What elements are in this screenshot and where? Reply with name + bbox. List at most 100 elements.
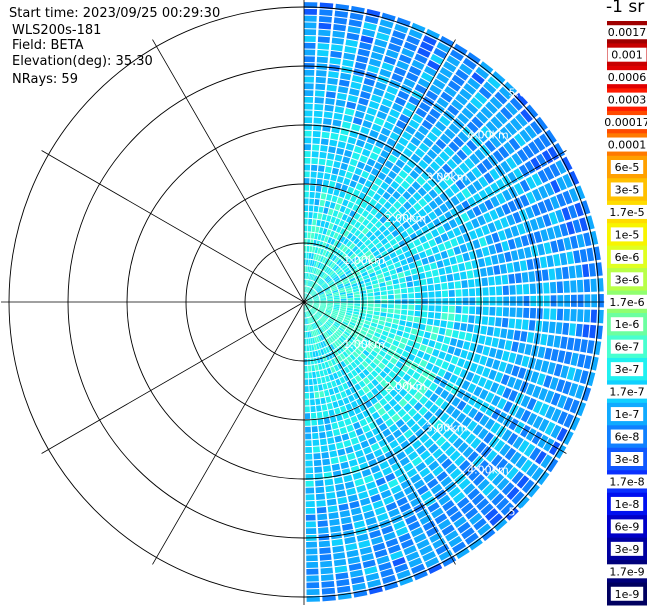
beta-gate-cell (521, 355, 530, 368)
colorbar-tick-label: 0.001 (611, 49, 643, 62)
beta-gate-cell (306, 302, 313, 305)
beta-gate-cell (326, 296, 333, 299)
beta-gate-cell (304, 379, 309, 386)
beta-gate-cell (490, 382, 500, 393)
beta-gate-cell (471, 72, 485, 85)
beta-gate-cell (424, 389, 434, 399)
beta-gate-cell (577, 353, 586, 368)
beta-gate-cell (317, 310, 323, 315)
beta-gate-cell (365, 264, 373, 271)
beta-gate-cell (361, 235, 368, 243)
beta-gate-cell (387, 264, 395, 271)
beta-gate-cell (407, 353, 416, 362)
beta-gate-cell (482, 464, 495, 477)
beta-gate-cell (333, 295, 340, 298)
beta-gate-cell (423, 379, 432, 388)
beta-gate-cell (305, 266, 308, 273)
beta-gate-cell (354, 229, 361, 237)
beta-gate-cell (377, 258, 385, 265)
beta-gate-cell (386, 247, 395, 254)
beta-gate-cell (505, 156, 517, 170)
beta-gate-cell (309, 191, 315, 198)
beta-gate-cell (516, 149, 529, 163)
beta-gate-cell (312, 315, 317, 322)
beta-gate-cell (442, 298, 449, 305)
beta-gate-cell (307, 317, 310, 324)
beta-gate-cell (484, 508, 499, 521)
beta-gate-cell (345, 388, 352, 396)
beta-gate-cell (535, 116, 548, 131)
beta-gate-cell (529, 447, 542, 461)
beta-gate-cell (364, 566, 378, 575)
beta-gate-cell (305, 514, 316, 521)
beta-gate-cell (358, 363, 366, 371)
beta-gate-cell (469, 297, 476, 306)
beta-gate-cell (466, 171, 477, 183)
beta-gate-cell (338, 169, 347, 177)
beta-gate-cell (309, 185, 316, 192)
beta-gate-cell (368, 421, 378, 430)
beta-gate-cell (314, 103, 324, 111)
beta-gate-cell (319, 547, 331, 555)
beta-gate-cell (371, 123, 382, 133)
beta-gate-cell (461, 416, 472, 428)
beta-gate-cell (373, 346, 381, 354)
beta-gate-cell (455, 377, 465, 387)
beta-gate-cell (570, 352, 579, 366)
beta-gate-cell (356, 104, 367, 113)
beta-gate-cell (304, 117, 313, 124)
beta-gate-cell (329, 253, 335, 260)
beta-gate-cell (361, 303, 367, 307)
beta-gate-cell (461, 280, 468, 288)
beta-gate-cell (324, 331, 330, 338)
beta-gate-cell (333, 247, 339, 255)
beta-gate-cell (342, 411, 350, 420)
beta-gate-cell (362, 349, 370, 357)
beta-gate-cell (484, 199, 494, 211)
beta-gate-cell (322, 410, 329, 418)
beta-gate-cell (428, 211, 437, 221)
beta-gate-cell (347, 303, 354, 306)
beta-gate-cell (330, 457, 339, 465)
beta-gate-cell (433, 207, 443, 217)
beta-gate-cell (374, 177, 383, 186)
beta-gate-cell (367, 303, 374, 307)
beta-gate-cell (372, 542, 386, 552)
beta-gate-cell (579, 370, 589, 385)
beta-gate-cell (467, 184, 477, 195)
beta-gate-cell (392, 429, 403, 439)
beta-gate-cell (507, 238, 516, 250)
beta-gate-cell (381, 413, 390, 422)
beta-gate-cell (329, 415, 337, 423)
beta-gate-cell (380, 334, 387, 341)
beta-gate-cell (319, 255, 325, 263)
beta-gate-cell (350, 319, 357, 324)
beta-gate-cell (441, 313, 448, 320)
beta-gate-cell (515, 272, 522, 284)
beta-gate-cell (388, 206, 397, 215)
beta-gate-cell (383, 495, 395, 505)
beta-gate-cell (417, 125, 429, 136)
beta-gate-cell (406, 281, 414, 288)
beta-gate-cell (413, 342, 421, 350)
beta-gate-cell (435, 291, 442, 298)
beta-gate-cell (352, 256, 359, 263)
beta-gate-cell (332, 310, 339, 314)
beta-gate-cell (467, 77, 481, 90)
beta-gate-cell (334, 407, 341, 415)
beta-gate-cell (456, 149, 468, 161)
beta-gate-cell (477, 376, 487, 388)
beta-gate-cell (319, 263, 324, 270)
beta-gate-cell (306, 568, 319, 575)
beta-gate-cell (415, 107, 427, 118)
beta-gate-cell (304, 225, 308, 232)
beta-gate-cell (395, 159, 405, 169)
beta-gate-cell (304, 325, 306, 332)
instrument-label: WLS200s-181 (12, 23, 102, 38)
beta-gate-cell (333, 323, 339, 329)
beta-gate-cell (336, 226, 342, 233)
beta-gate-cell (395, 347, 404, 355)
beta-gate-cell (346, 310, 353, 314)
beta-gate-cell (337, 420, 346, 428)
